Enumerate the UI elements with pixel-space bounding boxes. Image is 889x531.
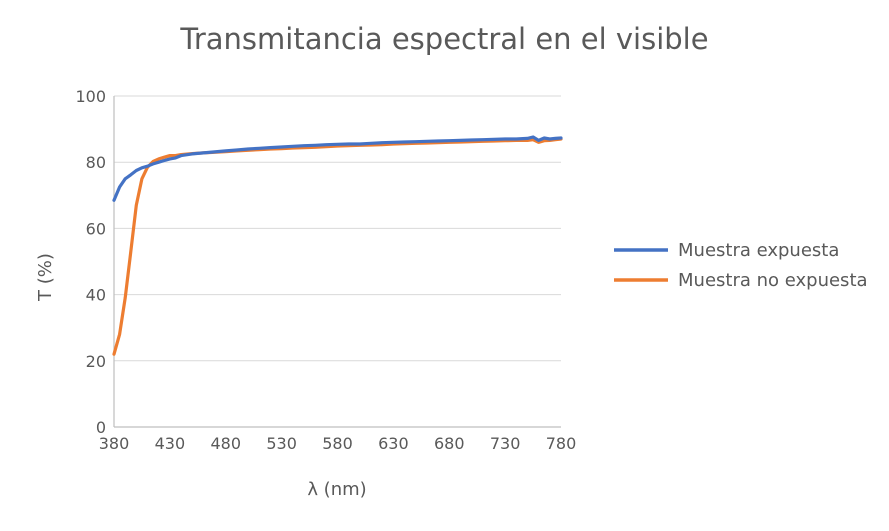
x-axis-label: λ (nm) [307, 479, 366, 500]
y-tick-label: 0 [96, 418, 106, 437]
series-line-0 [112, 135, 563, 202]
chart-title: Transmitancia espectral en el visible [180, 22, 709, 56]
x-tick-label: 680 [434, 434, 465, 453]
axes [113, 96, 561, 428]
series-line-1 [112, 137, 563, 356]
series-lines [112, 135, 563, 356]
x-tick-label: 430 [155, 434, 186, 453]
x-tick-label: 480 [210, 434, 241, 453]
y-axis-label: T (%) [35, 253, 56, 302]
x-tick-label: 630 [378, 434, 409, 453]
y-tick-label: 60 [86, 219, 106, 238]
x-tick-label: 580 [322, 434, 353, 453]
x-tick-label: 530 [266, 434, 297, 453]
y-tick-label: 80 [86, 153, 106, 172]
y-tick-label: 100 [75, 87, 106, 106]
y-tick-labels: 0 20 40 60 80 100 [75, 87, 106, 437]
x-tick-label: 730 [490, 434, 521, 453]
gridlines [114, 95, 561, 362]
y-tick-label: 40 [86, 286, 106, 305]
x-tick-label: 380 [99, 434, 130, 453]
legend: Muestra expuesta Muestra no expuesta [614, 240, 868, 291]
legend-label-1: Muestra no expuesta [678, 270, 868, 291]
legend-label-0: Muestra expuesta [678, 240, 839, 261]
y-tick-label: 20 [86, 352, 106, 371]
x-tick-label: 780 [546, 434, 577, 453]
x-tick-labels: 380 430 480 530 580 630 680 730 780 [99, 434, 577, 453]
